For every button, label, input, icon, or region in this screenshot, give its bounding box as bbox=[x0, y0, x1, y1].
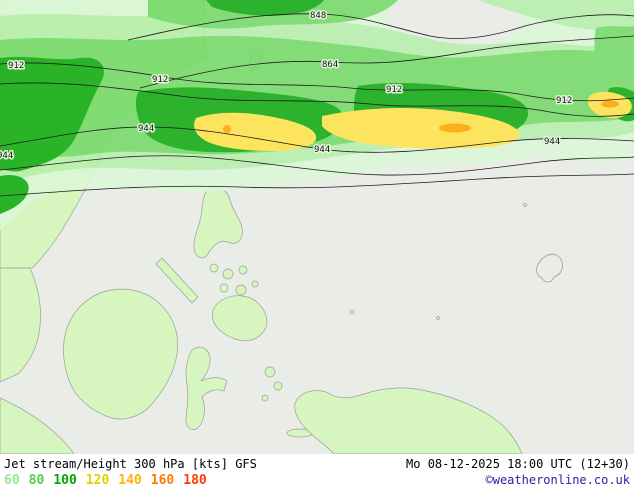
contour-label: 912 bbox=[8, 61, 24, 71]
jet-band-120-center bbox=[194, 112, 317, 151]
contour-864 bbox=[139, 35, 634, 89]
shading-gap bbox=[387, 0, 523, 48]
jet-band-140-spot-a bbox=[223, 125, 231, 133]
weather-map: 848 864 912 912 912 912 944 944 944 944 bbox=[0, 0, 634, 454]
copyright: ©weatheronline.co.uk bbox=[485, 473, 631, 487]
land-borneo bbox=[63, 288, 179, 420]
legend-value-100: 100 bbox=[53, 473, 77, 488]
land-palawan bbox=[155, 257, 199, 304]
contour-labels: 848 864 912 912 912 912 944 944 944 944 bbox=[0, 10, 574, 163]
legend-value-180: 180 bbox=[183, 473, 207, 488]
land-luzon bbox=[193, 187, 243, 259]
contour-944-north bbox=[0, 126, 634, 153]
contour-label: 944 bbox=[0, 151, 13, 161]
land-sumatra bbox=[0, 397, 75, 454]
jet-band-60-ne bbox=[478, 0, 634, 31]
color-scale-legend: 60 80 100 120 140 160 180 bbox=[4, 472, 216, 489]
jet-band-140-spot-c bbox=[601, 100, 619, 108]
valid-datetime: Mo 08-12-2025 18:00 UTC (12+30) bbox=[406, 457, 630, 471]
contour-912-south bbox=[0, 82, 634, 117]
legend-value-140: 140 bbox=[118, 473, 142, 488]
legend-value-120: 120 bbox=[85, 473, 110, 488]
contour-label: 912 bbox=[556, 96, 572, 106]
map-canvas: 848 864 912 912 912 912 944 944 944 944 bbox=[0, 0, 634, 454]
land-maluku bbox=[261, 366, 314, 438]
land-malay-peninsula bbox=[0, 267, 41, 383]
contour-912-north bbox=[0, 62, 634, 102]
footer: Jet stream/Height 300 hPa [kts] GFS Mo 0… bbox=[0, 454, 634, 490]
map-title: Jet stream/Height 300 hPa [kts] GFS bbox=[4, 457, 257, 471]
legend-value-80: 80 bbox=[28, 473, 45, 488]
land-sulawesi bbox=[185, 346, 228, 430]
contour-944-south bbox=[0, 155, 634, 176]
contour-label: 864 bbox=[322, 60, 338, 70]
contour-label: 944 bbox=[314, 145, 330, 155]
contour-label: 944 bbox=[544, 137, 560, 147]
contour-label: 944 bbox=[138, 124, 154, 134]
island-outline-pacific bbox=[536, 253, 563, 283]
land-new-guinea bbox=[294, 387, 523, 454]
jet-band-140-spot-b bbox=[439, 123, 471, 133]
contour-848 bbox=[127, 13, 634, 41]
legend-value-160: 160 bbox=[150, 473, 175, 488]
contour-south-edge bbox=[0, 173, 634, 197]
small-pacific-islands bbox=[350, 203, 527, 320]
contour-label: 912 bbox=[386, 85, 402, 95]
jet-stream-shading bbox=[0, 0, 634, 230]
legend-value-60: 60 bbox=[4, 473, 20, 488]
contour-label: 912 bbox=[152, 75, 168, 85]
land-mindanao bbox=[212, 295, 268, 342]
jet-band-100-west bbox=[0, 56, 104, 172]
land-visayas bbox=[209, 263, 259, 296]
jet-band-100-tail bbox=[0, 174, 29, 214]
height-contours bbox=[0, 13, 634, 197]
jet-band-100-top bbox=[206, 0, 324, 16]
jet-band-120-east bbox=[322, 108, 520, 149]
contour-label: 848 bbox=[310, 11, 326, 21]
